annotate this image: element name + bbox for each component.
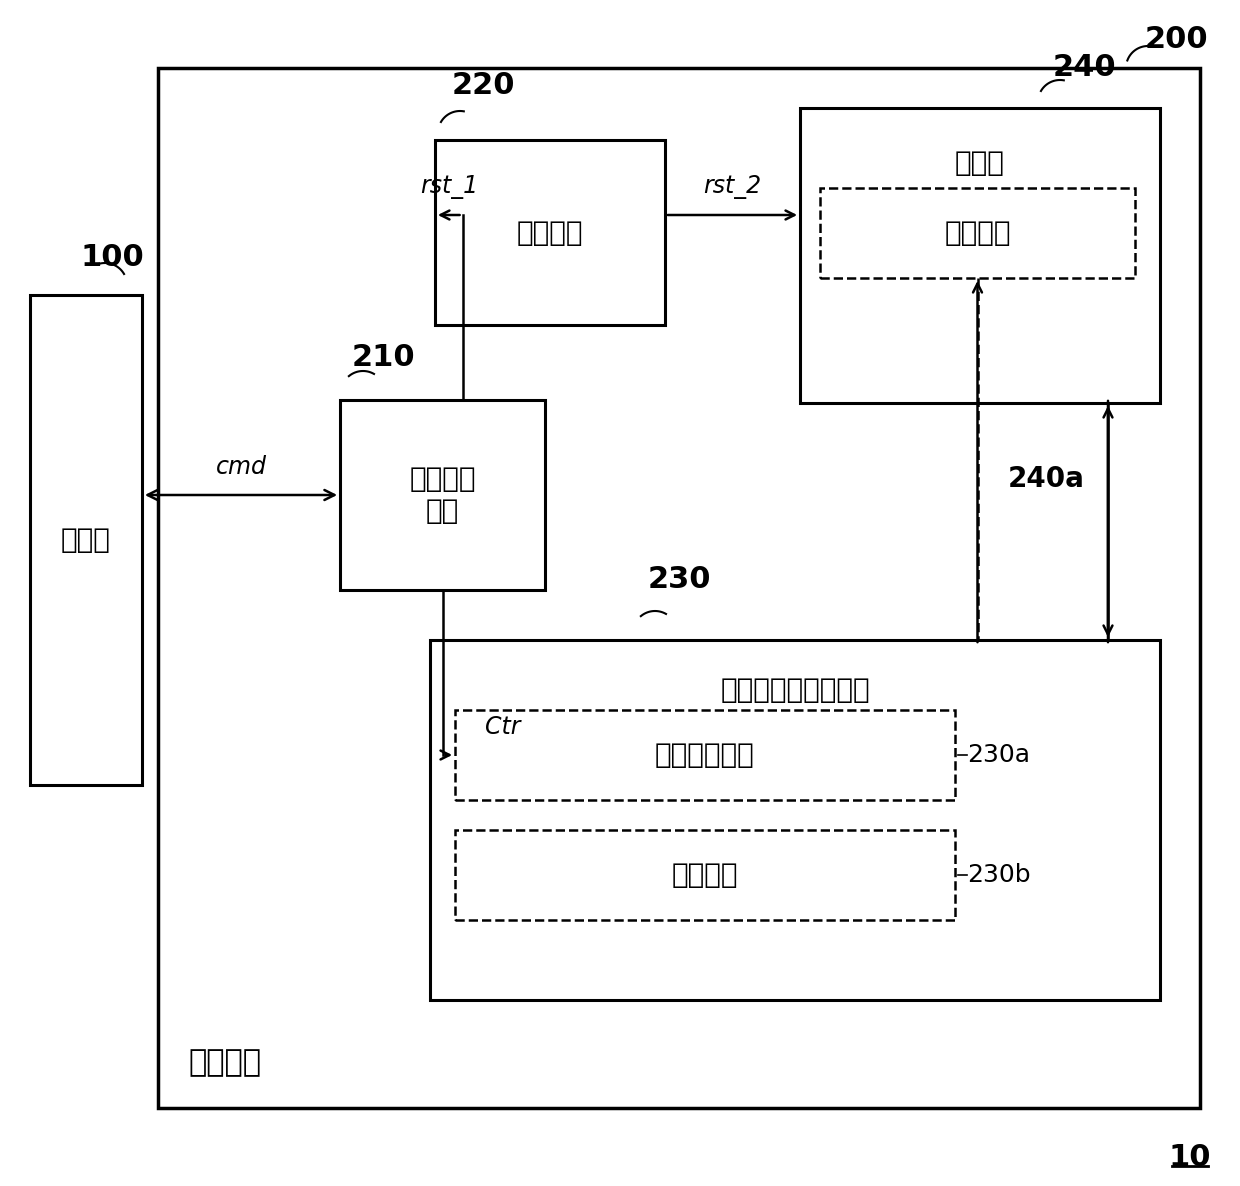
Text: 240: 240 (1053, 53, 1117, 83)
Text: 230a: 230a (967, 742, 1030, 767)
Text: 处理器: 处理器 (955, 149, 1004, 177)
Text: 100: 100 (81, 243, 144, 273)
Text: Ctr: Ctr (485, 715, 521, 739)
Bar (30, 295, 143, 785)
Text: 调试信息: 调试信息 (944, 219, 1011, 247)
Text: 无穷循环: 无穷循环 (672, 861, 738, 890)
Bar (340, 400, 546, 589)
Text: 10: 10 (1169, 1143, 1211, 1173)
Text: cmd: cmd (216, 455, 267, 479)
Bar (455, 830, 955, 920)
Text: 210: 210 (352, 344, 415, 372)
Text: 程序记录与选择模块: 程序记录与选择模块 (720, 676, 869, 704)
Text: 调试接口
模块: 调试接口 模块 (409, 465, 476, 525)
Bar (435, 140, 665, 325)
Text: 240a: 240a (1007, 465, 1084, 493)
Text: 200: 200 (1145, 26, 1209, 55)
Text: 调试器: 调试器 (61, 527, 110, 554)
Bar (430, 640, 1159, 1000)
Text: rst_1: rst_1 (419, 176, 477, 199)
Text: 230b: 230b (967, 863, 1030, 887)
Text: 230: 230 (649, 566, 712, 594)
Text: 系统芯片: 系统芯片 (188, 1048, 260, 1078)
Text: rst_2: rst_2 (703, 176, 761, 199)
Bar (455, 710, 955, 801)
Bar (820, 189, 1135, 278)
Bar (157, 68, 1200, 1108)
Text: 正常启动程序: 正常启动程序 (655, 741, 755, 769)
Bar (800, 108, 1159, 403)
Text: 重置模块: 重置模块 (517, 218, 583, 247)
Text: 220: 220 (453, 70, 516, 100)
